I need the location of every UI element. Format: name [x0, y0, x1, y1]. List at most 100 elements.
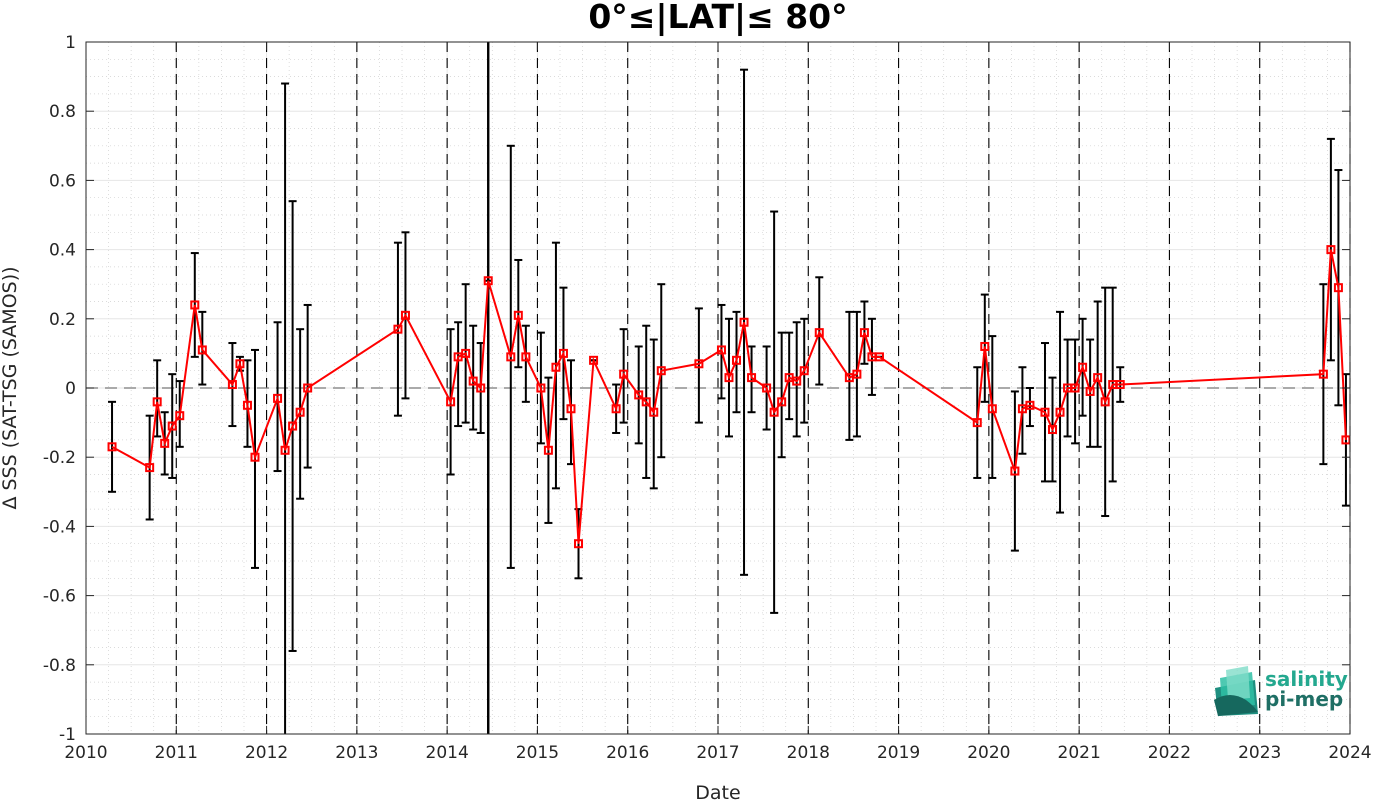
y-tick-label: 0.4: [49, 241, 76, 261]
y-tick-labels: -1 -0.8 -0.6 -0.4 -0.2 0 0.2 0.4 0.6 0.8 1: [43, 33, 76, 745]
y-tick-label: 1: [65, 33, 76, 53]
y-tick-label: 0.6: [49, 171, 76, 191]
data-point-marker: [656, 366, 666, 376]
data-point-marker: [1010, 466, 1020, 476]
data-point-marker: [1040, 407, 1050, 417]
x-tick-label: 2013: [335, 743, 378, 763]
data-point-marker: [1085, 386, 1095, 396]
data-point-marker: [1100, 397, 1110, 407]
data-point-marker: [393, 324, 403, 334]
data-point-marker: [175, 411, 185, 421]
data-point-marker: [1070, 383, 1080, 393]
data-point-marker: [280, 445, 290, 455]
x-tick-label: 2014: [426, 743, 469, 763]
data-point-marker: [589, 355, 599, 365]
data-point-marker: [543, 445, 553, 455]
x-axis-label: Date: [695, 782, 740, 801]
data-point-marker: [558, 348, 568, 358]
data-point-marker: [1055, 407, 1065, 417]
x-tick-label: 2024: [1328, 743, 1371, 763]
data-point-marker: [190, 300, 200, 310]
y-tick-label: 0.2: [49, 310, 76, 330]
data-point-marker: [716, 345, 726, 355]
y-tick-label: -1: [59, 725, 76, 745]
x-tick-label: 2020: [967, 743, 1010, 763]
x-tick-label: 2018: [787, 743, 830, 763]
data-point-marker: [769, 407, 779, 417]
data-point-marker: [980, 341, 990, 351]
data-point-marker: [250, 452, 260, 462]
logo-wave-icon: [1214, 666, 1258, 716]
logo-line2: pi-mep: [1265, 687, 1343, 711]
y-axis-label: Δ SSS (SAT-TSG (SAMOS)): [0, 266, 21, 509]
data-point-marker: [145, 463, 155, 473]
data-point-marker: [792, 376, 802, 386]
x-tick-label: 2015: [516, 743, 559, 763]
x-tick-label: 2012: [245, 743, 288, 763]
x-tick-labels: 2010 2011 2012 2013 2014 2015 2016 2017 2018 2019…: [64, 743, 1371, 763]
data-point-marker: [288, 421, 298, 431]
x-tick-label: 2017: [696, 743, 739, 763]
data-point-marker: [1318, 369, 1328, 379]
x-tick-label: 2022: [1148, 743, 1191, 763]
data-point-marker: [551, 362, 561, 372]
data-point-marker: [814, 328, 824, 338]
x-tick-label: 2019: [877, 743, 920, 763]
data-point-marker: [566, 404, 576, 414]
data-point-marker: [536, 383, 546, 393]
data-point-marker: [273, 393, 283, 403]
data-point-marker: [167, 421, 177, 431]
data-point-marker: [1025, 400, 1035, 410]
y-tick-label: 0: [65, 379, 76, 399]
y-tick-label: 0.8: [49, 102, 76, 122]
data-point-marker: [619, 369, 629, 379]
chart-title: 0°≤|LAT|≤ 80°: [588, 0, 847, 36]
data-point-marker: [1115, 380, 1125, 390]
x-tick-label: 2023: [1238, 743, 1281, 763]
data-point-marker: [694, 359, 704, 369]
data-point-marker: [1078, 362, 1088, 372]
data-point-marker: [513, 310, 523, 320]
x-tick-label: 2011: [155, 743, 198, 763]
data-point-marker: [1341, 435, 1351, 445]
data-point-marker: [461, 348, 471, 358]
data-point-marker: [641, 397, 651, 407]
data-point-marker: [235, 359, 245, 369]
data-point-marker: [295, 407, 305, 417]
data-point-marker: [747, 373, 757, 383]
data-point-marker: [303, 383, 313, 393]
data-point-marker: [859, 328, 869, 338]
data-point-marker: [1048, 425, 1058, 435]
data-point-marker: [777, 397, 787, 407]
data-point-marker: [874, 352, 884, 362]
data-point-marker: [852, 369, 862, 379]
data-point-marker: [227, 380, 237, 390]
data-point-marker: [107, 442, 117, 452]
data-point-marker: [799, 366, 809, 376]
data-point-marker: [152, 397, 162, 407]
data-point-marker: [732, 355, 742, 365]
data-point-marker: [634, 390, 644, 400]
data-point-marker: [400, 310, 410, 320]
y-tick-label: -0.8: [43, 656, 76, 676]
data-point-marker: [521, 352, 531, 362]
axes: [85, 41, 1351, 735]
data-point-marker: [611, 404, 621, 414]
data-point-marker: [506, 352, 516, 362]
data-point-marker: [242, 400, 252, 410]
data-point-marker: [446, 397, 456, 407]
y-tick-label: -0.4: [43, 517, 76, 537]
logo-line1: salinity: [1265, 667, 1348, 691]
data-point-marker: [468, 376, 478, 386]
x-tick-label: 2021: [1058, 743, 1101, 763]
data-point-marker: [987, 404, 997, 414]
data-point-marker: [1093, 373, 1103, 383]
data-point-marker: [724, 373, 734, 383]
x-tick-label: 2010: [64, 743, 107, 763]
data-point-marker: [574, 539, 584, 549]
data-point-marker: [762, 383, 772, 393]
data-point-marker: [972, 418, 982, 428]
salinity-pi-mep-logo: salinity pi-mep: [1214, 666, 1348, 716]
data-point-marker: [1326, 245, 1336, 255]
